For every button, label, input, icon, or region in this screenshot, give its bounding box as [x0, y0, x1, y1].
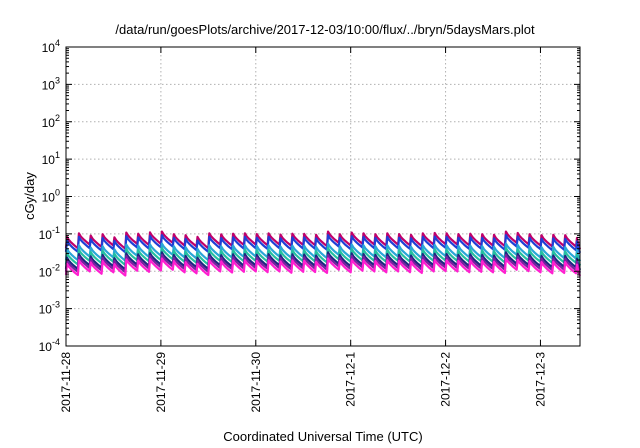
- y-tick-label: 101: [42, 150, 60, 167]
- y-tick-label: 102: [42, 113, 60, 130]
- y-tick-label: 10-2: [39, 262, 60, 279]
- y-tick-label: 103: [42, 75, 60, 92]
- x-tick-label: 2017-11-29: [154, 352, 168, 413]
- y-tick-label: 10-3: [39, 300, 60, 317]
- x-tick-label: 2017-11-28: [59, 352, 73, 413]
- y-tick-label: 100: [42, 188, 60, 205]
- x-tick-label: 2017-12-3: [533, 352, 547, 407]
- y-axis-label: cGy/day: [22, 172, 37, 220]
- y-axis-ticks: 10-4 10-3 10-2 10-1 100 101 102 103 104: [39, 38, 580, 354]
- y-tick-label: 10-4: [39, 337, 60, 354]
- x-axis-ticks: 2017-11-28 2017-11-29 2017-11-30 2017-12-1 2…: [59, 47, 547, 413]
- x-axis-label: Coordinated Universal Time (UTC): [223, 429, 422, 444]
- series-line-7: [64, 257, 582, 277]
- x-tick-label: 2017-12-1: [344, 352, 358, 407]
- x-tick-label: 2017-12-2: [439, 352, 453, 407]
- y-tick-label: 104: [42, 38, 60, 55]
- y-tick-label: 10-1: [39, 225, 60, 242]
- grid-lines: [66, 47, 580, 346]
- x-tick-label: 2017-11-30: [249, 352, 263, 413]
- chart-title: /data/run/goesPlots/archive/2017-12-03/1…: [115, 22, 535, 37]
- data-series: [64, 230, 582, 277]
